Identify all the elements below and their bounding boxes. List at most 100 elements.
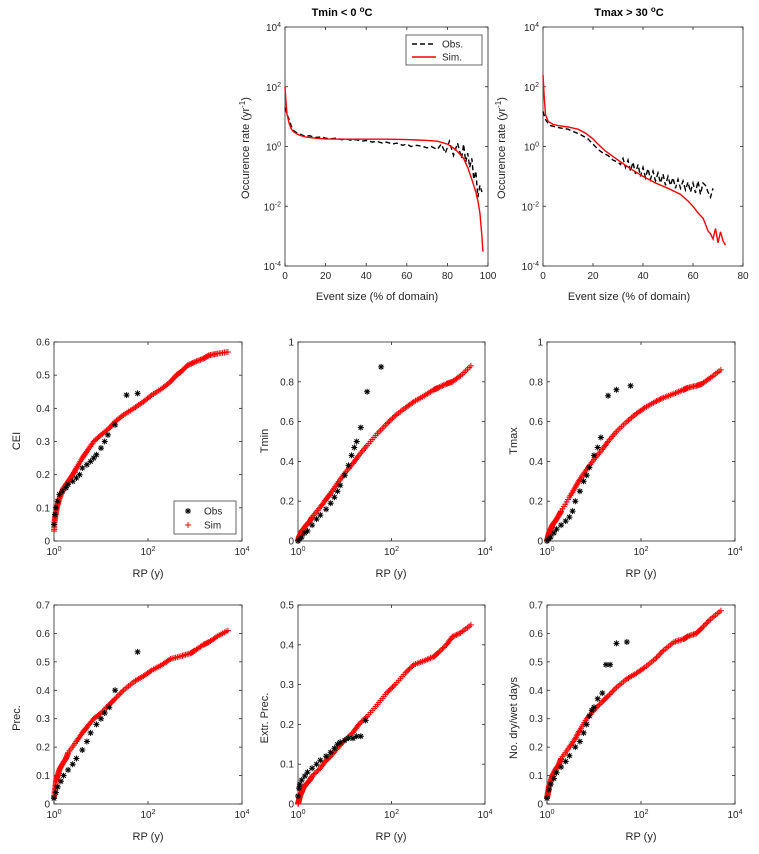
obs-point: [101, 438, 108, 445]
legend-sim-label: Sim.: [442, 53, 462, 64]
obs-point: [553, 526, 560, 533]
obs-point: [566, 514, 573, 521]
obs-point: [580, 478, 587, 485]
y-tick-label: 10-2: [522, 201, 539, 213]
sim-point: [440, 644, 447, 651]
obs-point: [313, 761, 320, 768]
y-tick-label: 0.2: [529, 497, 543, 508]
obs-point: [362, 717, 369, 724]
sim-point: [386, 417, 393, 424]
sim-point: [606, 691, 613, 698]
obs-point: [562, 518, 569, 525]
obs-point: [106, 704, 113, 711]
x-axis-label: RP (y): [376, 568, 407, 580]
panel-title: Tmin < 0 oC: [312, 5, 373, 19]
x-tick-label: 102: [140, 546, 155, 558]
sim-point: [609, 688, 616, 695]
obs-point: [348, 452, 355, 459]
y-tick-label: 0.6: [529, 629, 543, 640]
sim-point: [117, 690, 124, 697]
sim-point: [390, 682, 397, 689]
y-tick-label: 0: [537, 800, 543, 811]
y-tick-label: 102: [524, 82, 539, 94]
obs-point: [83, 738, 90, 745]
obs-point: [309, 765, 316, 772]
panel-dry-wet-days: RP (y) No. dry/wet days 100 102 104 0 0.1 0.2…: [508, 601, 743, 844]
sim-point: [453, 631, 460, 638]
obs-point: [323, 506, 330, 513]
sim-point: [386, 686, 393, 693]
sim-point: [438, 647, 444, 654]
x-tick-label: 80: [442, 271, 454, 282]
y-tick-label: 0.2: [529, 743, 543, 754]
y-tick-label: 10-2: [264, 201, 281, 213]
y-tick-label: 0.1: [529, 771, 543, 782]
obs-point: [327, 749, 334, 756]
x-tick-label: 60: [401, 271, 413, 282]
plot-area: [542, 26, 744, 267]
obs-point: [296, 785, 302, 792]
obs-point: [317, 512, 324, 519]
obs-point: [613, 386, 620, 393]
obs-point: [51, 521, 57, 528]
x-axis-label: RP (y): [626, 831, 657, 843]
obs-point: [63, 484, 69, 491]
sim-point: [659, 395, 665, 402]
sim-point: [409, 663, 416, 669]
sim-point: [654, 397, 661, 404]
sim-point: [112, 695, 119, 702]
obs-point: [572, 498, 579, 505]
obs-point: [550, 775, 557, 782]
y-axis-label: CEI: [11, 432, 23, 450]
obs-point: [123, 392, 130, 399]
sim-point: [406, 665, 413, 672]
y-tick-label: 0.5: [36, 657, 50, 668]
obs-point: [304, 769, 311, 776]
sim-point: [314, 767, 321, 774]
sim-point: [435, 649, 442, 656]
obs-point: [65, 766, 72, 773]
plot-area: [53, 604, 243, 805]
y-axis-label: Tmax: [508, 427, 520, 455]
sim-point: [197, 356, 204, 363]
sim-point: [706, 375, 712, 382]
legend-sim-label: Sim: [204, 521, 221, 532]
y-tick-label: 10-4: [264, 261, 281, 273]
obs-point: [583, 721, 590, 728]
y-tick-label: 0.4: [529, 457, 543, 468]
obs-point: [588, 707, 595, 714]
sim-point: [653, 654, 660, 661]
sim-point: [438, 383, 444, 390]
obs-point: [345, 735, 352, 742]
obs-point: [56, 491, 63, 498]
y-tick-label: 104: [266, 22, 281, 34]
x-tick-label: 100: [539, 546, 554, 558]
x-tick-label: 40: [361, 271, 373, 282]
x-tick-label: 60: [687, 271, 699, 282]
obs-point: [98, 445, 104, 452]
obs-point: [104, 431, 111, 438]
obs-point: [87, 458, 94, 465]
sim-point: [436, 384, 443, 391]
x-tick-label: 100: [290, 809, 305, 821]
sim-point: [309, 773, 316, 780]
obs-point: [547, 534, 554, 540]
y-tick-label: 0.8: [280, 377, 294, 388]
obs-point: [296, 781, 303, 788]
y-tick-label: 104: [524, 22, 539, 34]
sim-point: [654, 653, 661, 660]
obs-point: [345, 462, 352, 469]
sim-point: [408, 664, 415, 671]
obs-point: [79, 465, 86, 471]
legend-sim-marker: [185, 522, 191, 528]
obs-point: [65, 481, 72, 488]
sim-point: [389, 415, 396, 422]
y-tick-label: 0.6: [36, 629, 50, 640]
sim-point: [610, 687, 617, 694]
sim-point: [701, 621, 708, 628]
panel-tmax-occurrence: Tmax > 30 oC Event size (% of domain) Oc…: [494, 5, 749, 303]
y-tick-label: 0: [537, 537, 543, 548]
x-tick-label: 102: [633, 546, 648, 558]
x-axis-label: RP (y): [376, 831, 407, 843]
x-tick-label: 0: [540, 271, 546, 282]
